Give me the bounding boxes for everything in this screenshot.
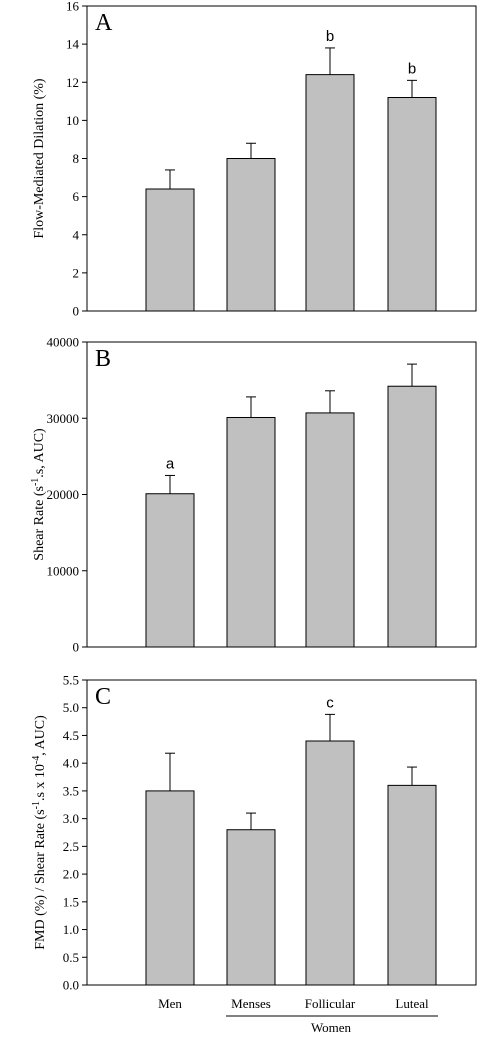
y-tick-label: 2.5 bbox=[63, 839, 79, 854]
y-tick-label: 2.0 bbox=[63, 867, 79, 882]
significance-label: c bbox=[326, 694, 334, 711]
y-tick-label: 4 bbox=[73, 227, 80, 242]
x-category-label: Menses bbox=[231, 996, 271, 1011]
bar bbox=[305, 412, 355, 648]
panel-label: C bbox=[95, 684, 111, 710]
y-tick-label: 6 bbox=[73, 189, 80, 204]
y-axis-title-part: FMD (%) / Shear Rate (s bbox=[33, 809, 48, 949]
panel-c: 0.0 0.5 1.0 1.5 2.0 2.5 3.0 3.5 4.0 4.5 5.0 5.5 c C FM… bbox=[31, 673, 477, 993]
bar bbox=[387, 385, 437, 648]
y-axis-title: Flow-Mediated Dilation (%) bbox=[32, 78, 47, 239]
y-tick-label: 16 bbox=[66, 0, 80, 14]
y-tick-label: 30000 bbox=[47, 411, 80, 426]
bar bbox=[226, 158, 276, 312]
bar bbox=[387, 784, 437, 986]
y-axis-title-part: , AUC) bbox=[33, 715, 48, 756]
y-tick-label: 3.0 bbox=[63, 811, 79, 826]
significance-label: b bbox=[326, 28, 334, 45]
y-tick-label: 8 bbox=[73, 151, 80, 166]
bar bbox=[145, 188, 195, 312]
y-axis-title: Shear Rate (s-1.s, AUC) bbox=[30, 428, 48, 561]
women-group-label: Women bbox=[311, 1020, 352, 1035]
bar bbox=[145, 493, 195, 648]
y-tick-label: 4.0 bbox=[63, 756, 79, 771]
bar bbox=[226, 829, 276, 986]
y-axis-title-superscript: -1 bbox=[30, 478, 41, 486]
y-tick-label: 0.5 bbox=[63, 950, 79, 965]
bar bbox=[387, 97, 437, 312]
y-tick-label: 3.5 bbox=[63, 783, 79, 798]
x-category-label: Men bbox=[158, 996, 182, 1011]
y-tick-label: 0 bbox=[73, 640, 80, 655]
y-axis-title-superscript: -1 bbox=[31, 801, 42, 809]
y-tick-label: 10000 bbox=[47, 563, 80, 578]
y-axis-title-part: Flow-Mediated Dilation (%) bbox=[32, 78, 47, 239]
y-tick-label: 4.5 bbox=[63, 728, 79, 743]
y-axis-title: FMD (%) / Shear Rate (s-1.s x 10-4, AUC) bbox=[31, 715, 49, 950]
y-tick-label: 10 bbox=[66, 113, 79, 128]
y-tick-label: 5.5 bbox=[63, 673, 79, 688]
y-tick-label: 14 bbox=[66, 37, 80, 52]
panel-label: B bbox=[95, 346, 111, 372]
x-category-label: Luteal bbox=[395, 996, 429, 1011]
y-tick-label: 40000 bbox=[47, 335, 80, 350]
panel-label: A bbox=[95, 10, 113, 36]
y-tick-label: 20000 bbox=[47, 487, 80, 502]
y-axis-title-superscript: -4 bbox=[31, 756, 42, 764]
y-tick-label: 0.0 bbox=[63, 978, 79, 993]
panel-a: 0 2 4 6 8 10 12 14 16 b b A Flow-Mediated Dilation (… bbox=[32, 0, 477, 319]
y-tick-label: 2 bbox=[73, 265, 80, 280]
bar bbox=[305, 740, 355, 986]
bar bbox=[305, 74, 355, 312]
x-category-label: Follicular bbox=[305, 996, 356, 1011]
y-axis-title-part: Shear Rate (s bbox=[32, 486, 47, 561]
plot-frame bbox=[86, 679, 477, 986]
bar bbox=[145, 790, 195, 986]
y-tick-label: 1.5 bbox=[63, 894, 79, 909]
y-tick-label: 5.0 bbox=[63, 700, 79, 715]
y-tick-label: 0 bbox=[73, 304, 80, 319]
y-axis-title-part: .s x 10 bbox=[33, 764, 48, 801]
y-axis-title-part: .s, AUC) bbox=[32, 428, 47, 478]
y-tick-label: 12 bbox=[66, 75, 79, 90]
significance-label: b bbox=[408, 60, 416, 77]
x-axis-labels: Men Menses Follicular Luteal Women bbox=[158, 996, 438, 1035]
panel-b: 0 10000 20000 30000 40000 a B Shear Rate (s-1.s… bbox=[30, 335, 477, 655]
y-tick-label: 1.0 bbox=[63, 922, 79, 937]
bar bbox=[226, 416, 276, 648]
significance-label: a bbox=[166, 455, 175, 472]
